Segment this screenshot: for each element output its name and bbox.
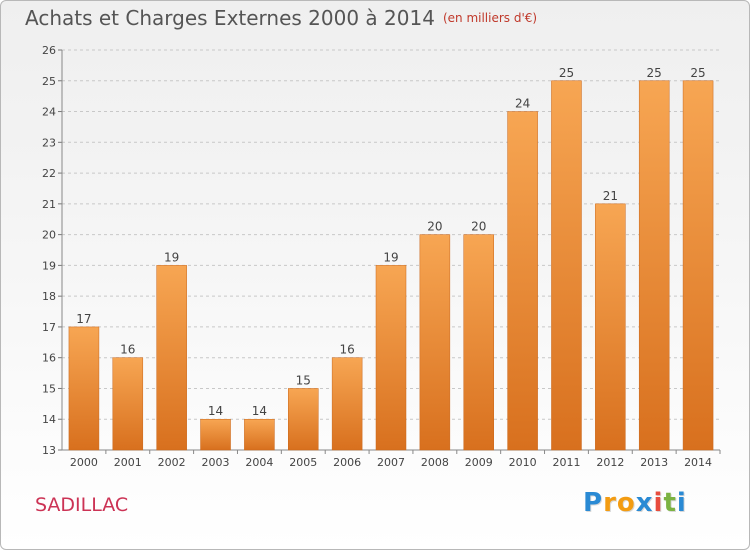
- x-tick-label: 2013: [640, 456, 668, 469]
- bar: [200, 418, 231, 451]
- data-label: 20: [427, 220, 442, 234]
- logo-letter: r: [603, 488, 617, 518]
- x-tick-label: 2011: [552, 456, 580, 469]
- data-label: 25: [559, 66, 574, 80]
- y-tick-label: 16: [42, 352, 56, 365]
- data-label: 20: [471, 220, 486, 234]
- y-tick-label: 15: [42, 382, 56, 395]
- x-tick-label: 2003: [202, 456, 230, 469]
- commune-name: SADILLAC: [35, 494, 129, 516]
- bar: [551, 80, 582, 451]
- y-tick-label: 23: [42, 136, 56, 149]
- data-label: 15: [296, 373, 311, 387]
- y-tick-label: 22: [42, 167, 56, 180]
- data-label: 25: [690, 66, 705, 80]
- y-tick-label: 26: [42, 44, 56, 57]
- bar: [595, 203, 626, 451]
- data-label: 19: [164, 250, 179, 264]
- data-label: 19: [383, 250, 398, 264]
- bar: [288, 388, 319, 451]
- bar: [463, 234, 494, 451]
- logo-letter: x: [635, 488, 654, 518]
- chart-title: Achats et Charges Externes 2000 à 2014 (e…: [25, 6, 537, 30]
- x-tick-label: 2007: [377, 456, 405, 469]
- x-tick-label: 2002: [158, 456, 186, 469]
- y-tick-label: 18: [42, 290, 56, 303]
- bar: [68, 326, 100, 451]
- logo-letter: t: [663, 488, 677, 518]
- data-label: 16: [120, 343, 135, 357]
- x-tick-label: 2004: [245, 456, 273, 469]
- chart-title-text: Achats et Charges Externes 2000 à 2014: [25, 6, 435, 30]
- x-tick-label: 2006: [333, 456, 361, 469]
- y-tick-label: 21: [42, 198, 56, 211]
- data-label: 24: [515, 97, 530, 111]
- bar: [638, 80, 670, 451]
- bar: [112, 357, 144, 451]
- y-tick-label: 13: [42, 444, 56, 457]
- logo-letter: i: [676, 488, 687, 518]
- x-tick-label: 2005: [289, 456, 317, 469]
- bar: [682, 80, 714, 451]
- y-tick-label: 25: [42, 75, 56, 88]
- x-tick-label: 2010: [509, 456, 537, 469]
- bar: [156, 265, 187, 451]
- bar: [331, 357, 363, 451]
- logo-letter: P: [583, 488, 604, 518]
- bar: [507, 111, 538, 451]
- x-tick-label: 2014: [684, 456, 712, 469]
- x-tick-label: 2001: [114, 456, 142, 469]
- data-label: 16: [339, 343, 354, 357]
- data-label: 14: [252, 404, 267, 418]
- x-tick-label: 2000: [70, 456, 98, 469]
- logo-letter: o: [616, 488, 636, 518]
- data-label: 25: [647, 66, 662, 80]
- x-tick-label: 2008: [421, 456, 449, 469]
- y-tick-label: 17: [42, 321, 56, 334]
- y-tick-label: 14: [42, 413, 56, 426]
- bar: [419, 234, 451, 451]
- chart-subtitle: (en milliers d'€): [442, 11, 538, 25]
- y-tick-label: 20: [42, 229, 56, 242]
- y-tick-label: 24: [42, 106, 56, 119]
- x-tick-label: 2012: [596, 456, 624, 469]
- x-tick-label: 2009: [465, 456, 493, 469]
- data-label: 17: [76, 312, 91, 326]
- data-label: 21: [603, 189, 618, 203]
- logo-letter: i: [653, 488, 664, 518]
- y-tick-label: 19: [42, 259, 56, 272]
- proxiti-logo: Proxiti: [583, 488, 687, 518]
- bar: [375, 265, 407, 451]
- data-label: 14: [208, 404, 223, 418]
- bar: [244, 418, 275, 451]
